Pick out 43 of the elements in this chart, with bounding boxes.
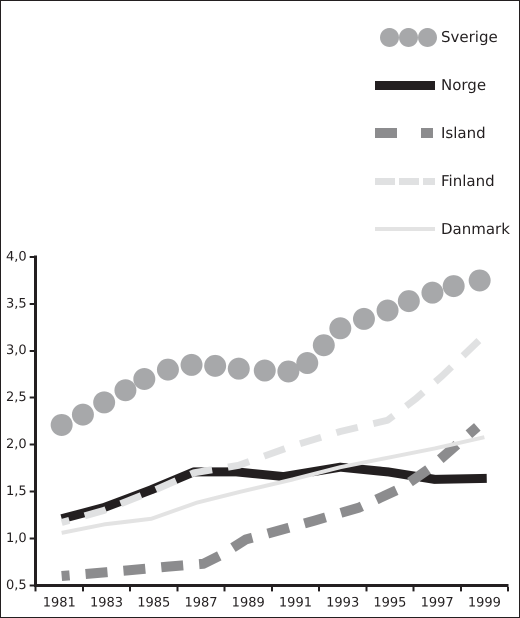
y-tick-label: 2,5 <box>6 390 27 406</box>
x-tick-label: 1993 <box>326 596 360 611</box>
x-tick-label: 1995 <box>373 596 406 611</box>
point <box>114 379 136 402</box>
point <box>133 368 156 390</box>
x-tick-label: 1981 <box>42 596 76 611</box>
point <box>254 360 276 382</box>
x-tick-label: 1999 <box>468 596 501 611</box>
x-tick-label: 1983 <box>90 596 124 611</box>
x-tick-label: 1991 <box>278 596 312 611</box>
y-tick-label: 4,0 <box>6 249 27 264</box>
point <box>312 334 335 356</box>
legend-label: Finland <box>441 172 496 190</box>
point <box>72 404 94 426</box>
point <box>352 308 375 330</box>
x-tick-label: 1997 <box>420 596 454 611</box>
point <box>228 358 250 380</box>
point <box>329 317 352 340</box>
point <box>468 269 491 292</box>
point <box>376 299 399 322</box>
legend-label: Norge <box>441 76 488 94</box>
point <box>277 360 300 382</box>
point <box>442 275 465 298</box>
y-tick-label: 1,0 <box>6 530 27 546</box>
point <box>398 290 420 312</box>
legend-label: Danmark <box>441 220 511 238</box>
x-tick-label: 1989 <box>232 596 265 611</box>
point <box>204 354 226 377</box>
legend-label: Island <box>441 124 487 142</box>
point <box>180 354 203 376</box>
point <box>93 391 116 414</box>
point <box>296 352 318 374</box>
y-tick-label: 3,5 <box>6 296 27 312</box>
y-tick-label: 0,5 <box>6 578 27 593</box>
y-tick-label: 2,0 <box>6 437 27 452</box>
x-tick-label: 1985 <box>137 596 170 611</box>
x-tick-label: 1987 <box>184 596 218 611</box>
point <box>156 358 179 381</box>
legend-label: Sverige <box>441 28 499 46</box>
y-tick-label: 3,0 <box>6 343 27 358</box>
point <box>50 414 73 436</box>
point <box>421 282 444 304</box>
y-tick-label: 1,5 <box>6 484 27 499</box>
